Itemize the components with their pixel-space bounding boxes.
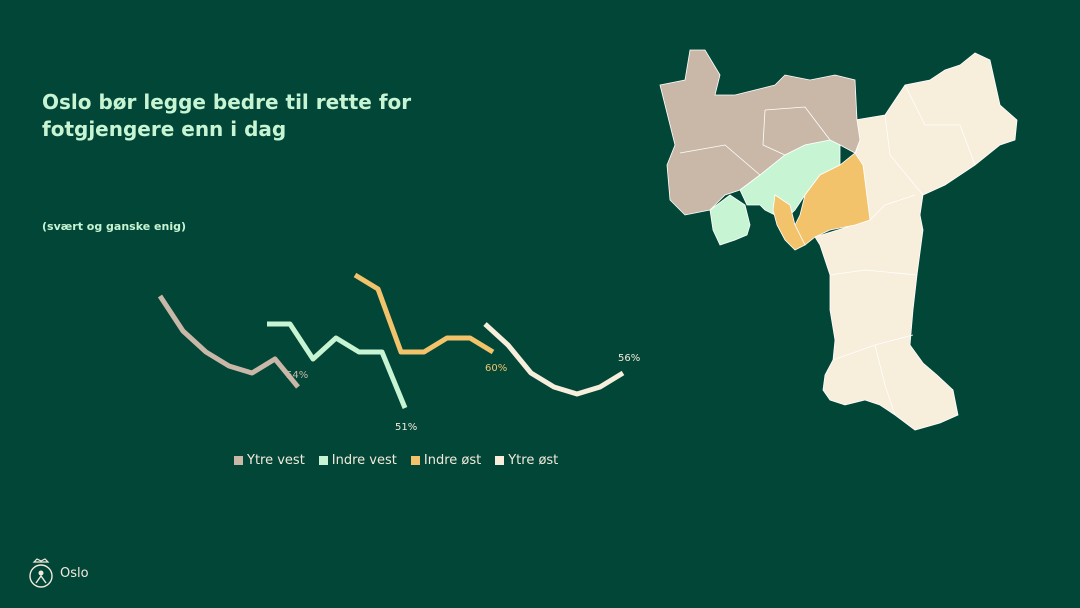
logo-text: Oslo (60, 565, 89, 581)
series-line-3 (483, 322, 625, 397)
map-region-indre-vest (709, 194, 751, 246)
legend-swatch (495, 456, 505, 465)
end-value-label-3: 56% (618, 353, 640, 364)
legend-item-ytre-vest: Ytre vest (234, 453, 305, 468)
map-border (829, 84, 976, 416)
legend-label: Indre øst (423, 453, 482, 468)
legend-item-ytre-ost: Ytre øst (495, 453, 558, 468)
legend-label: Ytre øst (508, 453, 559, 468)
legend-swatch (234, 456, 243, 465)
legend-item-indre-vest: Indre vest (318, 453, 397, 468)
oslo-seal-icon (29, 558, 53, 588)
map-border (679, 106, 831, 176)
oslo-logo: Oslo (28, 557, 89, 589)
legend-item-indre-ost: Indre øst (410, 453, 482, 468)
series-line-2 (353, 272, 495, 355)
legend-swatch (410, 456, 420, 465)
legend-label: Indre vest (331, 453, 397, 468)
chart-subtitle: (svært og ganske enig) (42, 220, 186, 233)
map-region-ytre-ost (814, 52, 1018, 431)
legend-swatch (318, 456, 328, 465)
end-value-label-0: 54% (286, 370, 308, 381)
series-line-1 (267, 321, 408, 409)
legend: Ytre vest Indre vest Indre øst Ytre øst (234, 453, 558, 468)
end-value-label-2: 60% (485, 363, 507, 374)
series-line-0 (157, 294, 300, 389)
chart-title: Oslo bør legge bedre til rette for fotgj… (42, 90, 412, 141)
legend-label: Ytre vest (247, 453, 305, 468)
map-region-indre-ost (772, 194, 806, 251)
end-value-label-1: 51% (395, 422, 417, 433)
oslo-district-map (659, 49, 1018, 431)
